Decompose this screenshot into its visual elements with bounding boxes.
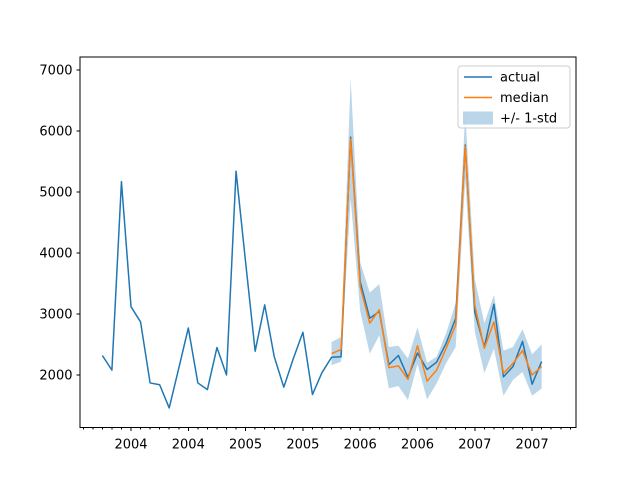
x-tick-label: 2004: [172, 438, 205, 453]
x-tick-label: 2006: [401, 438, 434, 453]
x-tick-label: 2005: [229, 438, 262, 453]
y-tick-label: 7000: [39, 64, 72, 79]
y-tick-label: 6000: [39, 125, 72, 140]
y-tick-label: 2000: [39, 369, 72, 384]
y-axis: 2000 3000 4000 5000 6000 7000: [39, 64, 80, 384]
y-tick-label: 5000: [39, 186, 72, 201]
median-line: [331, 138, 543, 382]
x-tick-label: 2004: [114, 438, 147, 453]
legend-label: actual: [500, 71, 540, 86]
y-tick-label: 3000: [39, 308, 72, 323]
plot-border: [79, 56, 577, 428]
x-axis: 2004 2004 2005 2005 2006 2006 2007 2007: [82, 427, 571, 453]
legend--1-std-swatch: [463, 111, 493, 125]
legend-box: [457, 65, 571, 129]
legend-label: median: [500, 91, 549, 106]
x-tick-label: 2007: [458, 438, 491, 453]
legend-label: +/- 1-std: [500, 112, 557, 127]
x-tick-label: 2006: [344, 438, 377, 453]
legend: actual median +/- 1-std: [457, 65, 571, 129]
x-tick-label: 2005: [286, 438, 319, 453]
x-tick-label: 2007: [516, 438, 549, 453]
y-tick-label: 4000: [39, 247, 72, 262]
std-band: [331, 79, 542, 401]
